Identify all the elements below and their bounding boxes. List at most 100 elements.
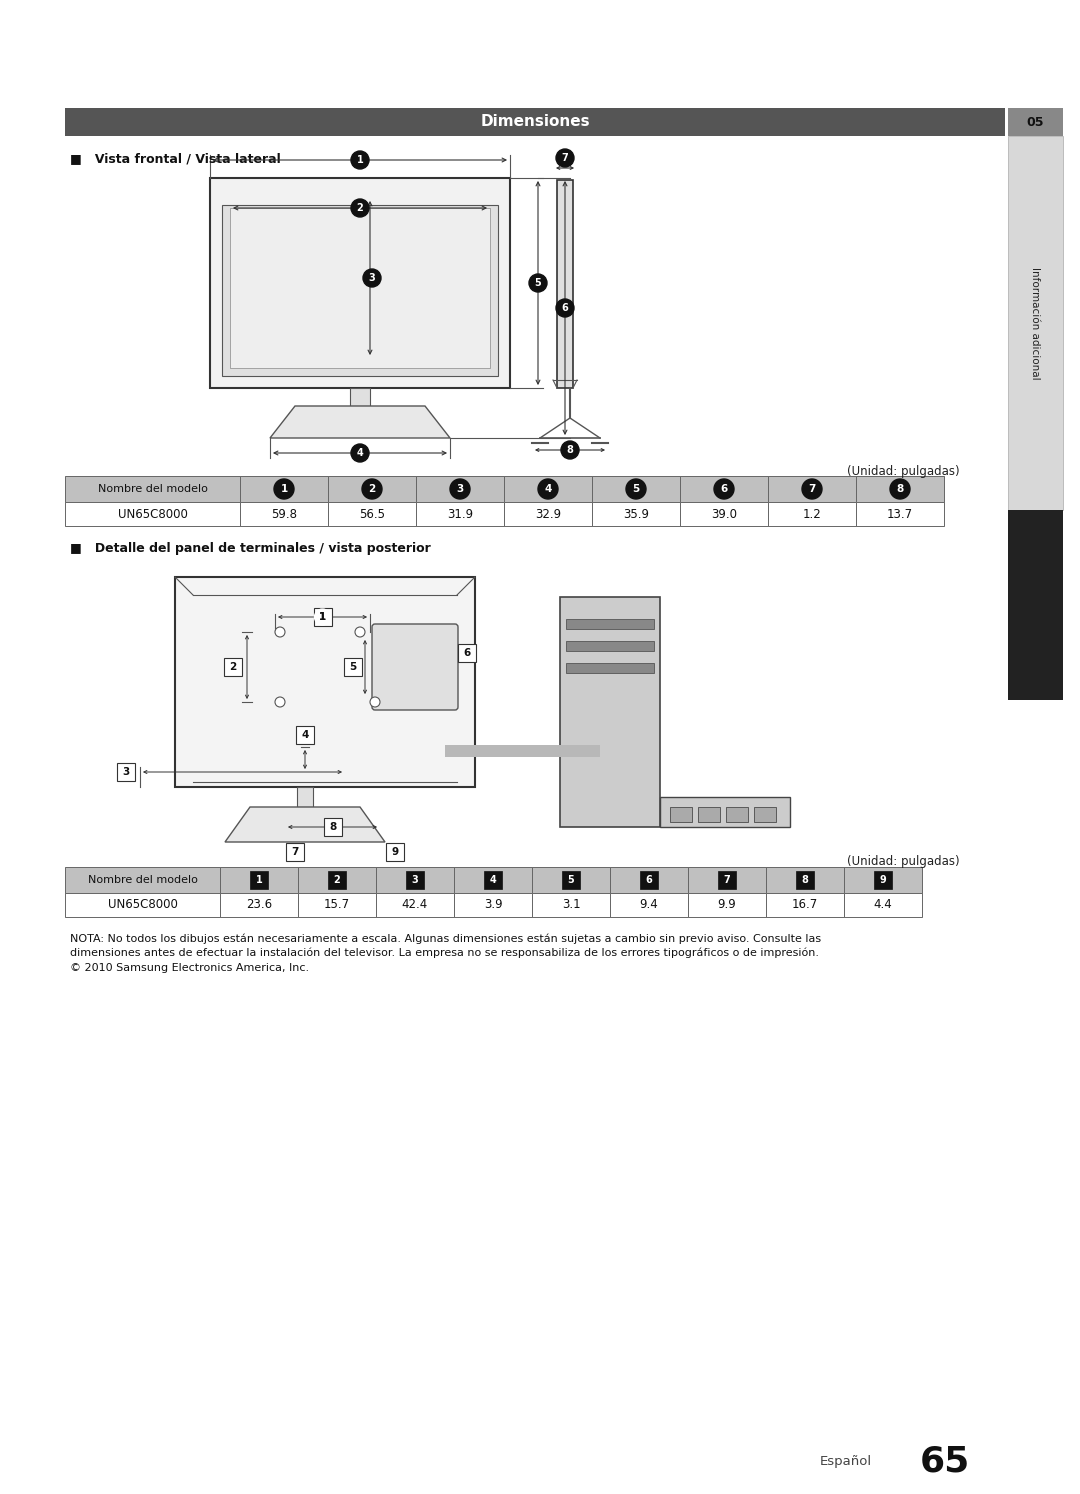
Bar: [65, 893, 220, 917]
Text: 7: 7: [562, 152, 568, 163]
Bar: [561, 598, 660, 828]
Text: Información adicional: Información adicional: [1030, 267, 1040, 379]
Bar: [562, 871, 580, 889]
Text: 8: 8: [896, 484, 904, 495]
Text: 1: 1: [356, 155, 363, 164]
Bar: [328, 871, 346, 889]
Circle shape: [626, 480, 646, 499]
Bar: [566, 619, 654, 629]
Circle shape: [351, 199, 369, 217]
Bar: [688, 893, 766, 917]
Bar: [504, 477, 592, 502]
Bar: [856, 477, 944, 502]
Circle shape: [275, 627, 285, 636]
Text: ■   Detalle del panel de terminales / vista posterior: ■ Detalle del panel de terminales / vist…: [70, 542, 431, 554]
Bar: [298, 867, 376, 893]
Bar: [454, 893, 532, 917]
Circle shape: [362, 480, 382, 499]
Text: Nombre del modelo: Nombre del modelo: [97, 484, 207, 495]
Text: 3: 3: [457, 484, 463, 495]
Bar: [610, 867, 688, 893]
Bar: [210, 178, 510, 388]
Text: 7: 7: [808, 484, 815, 495]
Text: 5: 5: [568, 875, 575, 884]
Text: (Unidad: pulgadas): (Unidad: pulgadas): [848, 465, 960, 478]
Text: 2: 2: [334, 875, 340, 884]
Text: 9: 9: [879, 875, 887, 884]
Bar: [249, 871, 268, 889]
Text: 3: 3: [368, 273, 376, 282]
Bar: [416, 502, 504, 526]
Text: 7: 7: [292, 847, 299, 858]
Bar: [65, 477, 240, 502]
Text: 4.4: 4.4: [874, 898, 892, 911]
Text: 5: 5: [535, 278, 541, 288]
Bar: [324, 819, 342, 837]
Bar: [297, 787, 313, 807]
Bar: [566, 641, 654, 651]
Text: 2: 2: [356, 203, 363, 214]
Bar: [754, 807, 777, 822]
Text: 32.9: 32.9: [535, 508, 562, 520]
Circle shape: [561, 441, 579, 459]
Text: 4: 4: [544, 484, 552, 495]
Bar: [768, 502, 856, 526]
Text: 3: 3: [122, 766, 130, 777]
Circle shape: [351, 151, 369, 169]
Bar: [680, 502, 768, 526]
Text: 3.1: 3.1: [562, 898, 580, 911]
Text: 39.0: 39.0: [711, 508, 737, 520]
Text: 31.9: 31.9: [447, 508, 473, 520]
Bar: [532, 867, 610, 893]
Text: 6: 6: [463, 648, 471, 657]
FancyBboxPatch shape: [372, 624, 458, 710]
Bar: [220, 893, 298, 917]
Text: 23.6: 23.6: [246, 898, 272, 911]
Circle shape: [351, 444, 369, 462]
Bar: [230, 208, 490, 368]
Bar: [220, 867, 298, 893]
Bar: [458, 644, 476, 662]
Bar: [296, 726, 314, 744]
Circle shape: [355, 627, 365, 636]
Text: 2: 2: [368, 484, 376, 495]
Bar: [843, 867, 922, 893]
Text: UN65C8000: UN65C8000: [108, 898, 177, 911]
Bar: [768, 477, 856, 502]
Text: 6: 6: [720, 484, 728, 495]
Text: 7: 7: [724, 875, 730, 884]
Text: 1: 1: [319, 613, 326, 622]
Text: 1: 1: [319, 613, 326, 622]
Bar: [224, 657, 242, 675]
Text: 9.9: 9.9: [717, 898, 737, 911]
Bar: [766, 867, 843, 893]
Text: 3: 3: [411, 875, 418, 884]
Circle shape: [890, 480, 910, 499]
Text: 4: 4: [489, 875, 497, 884]
Circle shape: [529, 273, 546, 291]
Circle shape: [450, 480, 470, 499]
Bar: [240, 477, 328, 502]
Bar: [660, 796, 789, 828]
Bar: [386, 843, 404, 861]
Bar: [117, 763, 135, 781]
Bar: [286, 843, 303, 861]
Circle shape: [314, 610, 330, 624]
Bar: [843, 893, 922, 917]
Bar: [65, 108, 1005, 136]
Bar: [222, 205, 498, 376]
Bar: [1008, 509, 1063, 701]
Circle shape: [274, 480, 294, 499]
Text: 4: 4: [356, 448, 363, 459]
Text: 65: 65: [920, 1445, 970, 1479]
Circle shape: [538, 480, 558, 499]
Text: © 2010 Samsung Electronics America, Inc.: © 2010 Samsung Electronics America, Inc.: [70, 964, 309, 973]
Bar: [698, 807, 720, 822]
Bar: [610, 893, 688, 917]
Text: 9: 9: [391, 847, 399, 858]
Circle shape: [556, 149, 573, 167]
Text: 1.2: 1.2: [802, 508, 822, 520]
Bar: [640, 871, 658, 889]
Bar: [484, 871, 502, 889]
Bar: [688, 867, 766, 893]
